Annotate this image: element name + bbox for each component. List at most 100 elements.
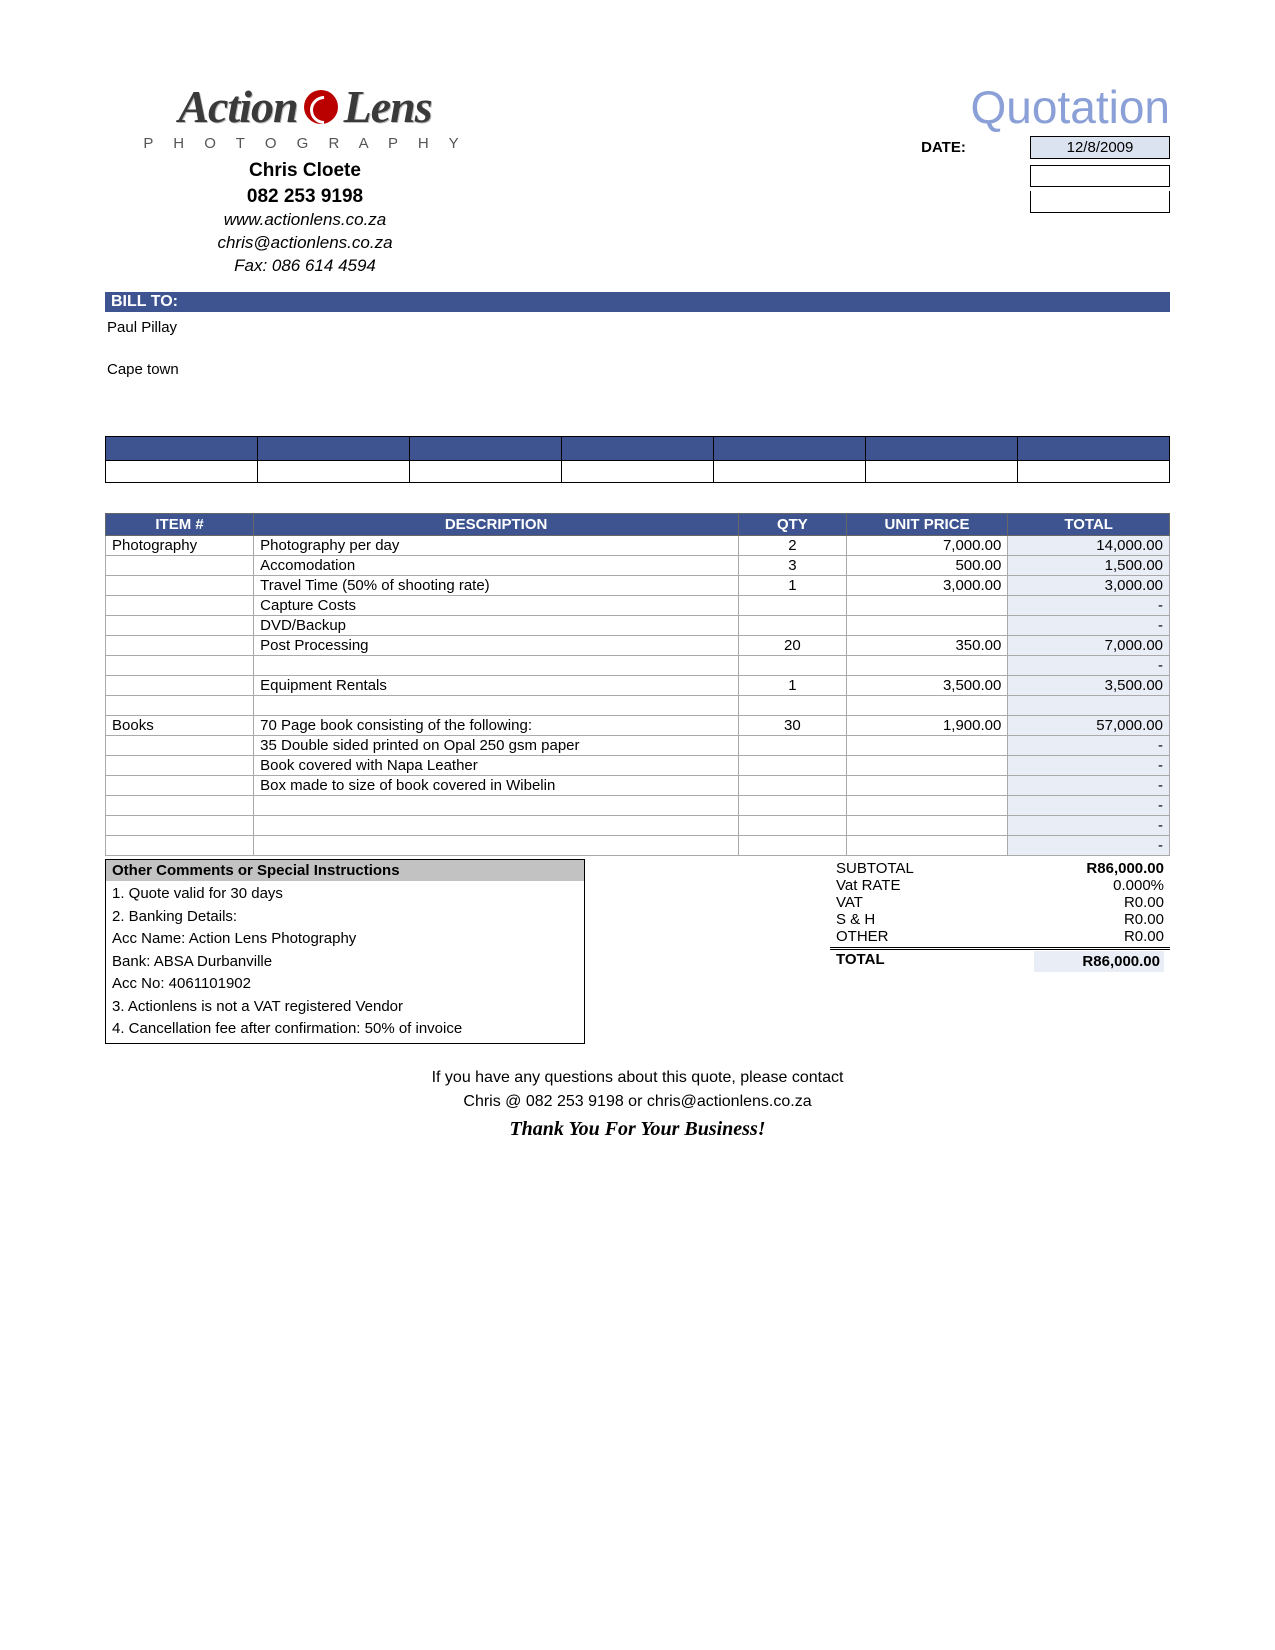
cell bbox=[254, 816, 739, 836]
cell bbox=[739, 616, 847, 636]
cell bbox=[739, 656, 847, 676]
cell bbox=[106, 756, 254, 776]
billto-header: BILL TO: bbox=[105, 292, 1170, 312]
footer-line-1: If you have any questions about this quo… bbox=[105, 1066, 1170, 1090]
billto-name: Paul Pillay bbox=[107, 316, 1168, 340]
cell bbox=[739, 816, 847, 836]
cell: Capture Costs bbox=[254, 596, 739, 616]
comment-line: Bank: ABSA Durbanville bbox=[112, 951, 578, 974]
table-row: - bbox=[106, 836, 1170, 856]
footer-thanks: Thank You For Your Business! bbox=[105, 1114, 1170, 1144]
sh-label: S & H bbox=[836, 911, 875, 928]
table-row: Post Processing20350.007,000.00 bbox=[106, 636, 1170, 656]
footer-line-2: Chris @ 082 253 9198 or chris@actionlens… bbox=[105, 1090, 1170, 1114]
contact-phone: 082 253 9198 bbox=[105, 184, 505, 210]
cell bbox=[739, 756, 847, 776]
cell: Books bbox=[106, 716, 254, 736]
table-row: - bbox=[106, 656, 1170, 676]
cell: - bbox=[1008, 796, 1170, 816]
cell: 20 bbox=[739, 636, 847, 656]
cell bbox=[106, 656, 254, 676]
cell bbox=[846, 816, 1008, 836]
table-row: - bbox=[106, 816, 1170, 836]
cell bbox=[106, 576, 254, 596]
cell: - bbox=[1008, 756, 1170, 776]
cell bbox=[106, 776, 254, 796]
comment-line: Acc Name: Action Lens Photography bbox=[112, 928, 578, 951]
cell bbox=[846, 736, 1008, 756]
total-value: R86,000.00 bbox=[1034, 951, 1164, 972]
cell: 1 bbox=[739, 676, 847, 696]
cell: 57,000.00 bbox=[1008, 716, 1170, 736]
col-header-unit: UNIT PRICE bbox=[846, 514, 1008, 536]
logo-word-action: Action bbox=[178, 80, 297, 133]
table-row: Accomodation3500.001,500.00 bbox=[106, 556, 1170, 576]
table-row: PhotographyPhotography per day27,000.001… bbox=[106, 536, 1170, 556]
col-header-qty: QTY bbox=[739, 514, 847, 536]
summary-vat: VAT R0.00 bbox=[830, 894, 1170, 911]
cell bbox=[254, 656, 739, 676]
cell: Post Processing bbox=[254, 636, 739, 656]
cell: - bbox=[1008, 816, 1170, 836]
cell bbox=[106, 816, 254, 836]
vatrate-label: Vat RATE bbox=[836, 877, 900, 894]
date-label: DATE: bbox=[921, 139, 966, 156]
items-table: ITEM # DESCRIPTION QTY UNIT PRICE TOTAL … bbox=[105, 513, 1170, 856]
summary-vatrate: Vat RATE 0.000% bbox=[830, 877, 1170, 894]
cell bbox=[846, 796, 1008, 816]
cell: - bbox=[1008, 776, 1170, 796]
cell bbox=[739, 796, 847, 816]
subtotal-value: R86,000.00 bbox=[1034, 860, 1164, 877]
document-title: Quotation bbox=[921, 80, 1170, 134]
table-row: Equipment Rentals13,500.003,500.00 bbox=[106, 676, 1170, 696]
cell: 7,000.00 bbox=[1008, 636, 1170, 656]
cell bbox=[846, 656, 1008, 676]
summary-other: OTHER R0.00 bbox=[830, 928, 1170, 950]
cell bbox=[739, 596, 847, 616]
col-header-desc: DESCRIPTION bbox=[254, 514, 739, 536]
cell: 350.00 bbox=[846, 636, 1008, 656]
contact-block: Chris Cloete 082 253 9198 www.actionlens… bbox=[105, 158, 505, 278]
cell: Photography per day bbox=[254, 536, 739, 556]
cell: Box made to size of book covered in Wibe… bbox=[254, 776, 739, 796]
contact-email: chris@actionlens.co.za bbox=[105, 232, 505, 255]
logo-block: Action Lens P H O T O G R A P H Y Chris … bbox=[105, 80, 505, 278]
col-header-item: ITEM # bbox=[106, 514, 254, 536]
table-row: Book covered with Napa Leather - bbox=[106, 756, 1170, 776]
cell: 3,500.00 bbox=[846, 676, 1008, 696]
contact-fax: Fax: 086 614 4594 bbox=[105, 255, 505, 278]
comments-body: 1. Quote valid for 30 days2. Banking Det… bbox=[106, 881, 584, 1043]
date-value: 12/8/2009 bbox=[1030, 136, 1170, 159]
header: Action Lens P H O T O G R A P H Y Chris … bbox=[105, 80, 1170, 278]
table-row: Capture Costs- bbox=[106, 596, 1170, 616]
table-row: Travel Time (50% of shooting rate)13,000… bbox=[106, 576, 1170, 596]
vat-label: VAT bbox=[836, 894, 863, 911]
logo-word-lens: Lens bbox=[344, 80, 432, 133]
cell bbox=[1008, 696, 1170, 716]
cell: Equipment Rentals bbox=[254, 676, 739, 696]
sh-value: R0.00 bbox=[1034, 911, 1164, 928]
other-value: R0.00 bbox=[1034, 928, 1164, 945]
cell: 1,500.00 bbox=[1008, 556, 1170, 576]
cell bbox=[106, 796, 254, 816]
cell: 3 bbox=[739, 556, 847, 576]
cell: - bbox=[1008, 836, 1170, 856]
empty-box-2 bbox=[1030, 191, 1170, 213]
cell: Book covered with Napa Leather bbox=[254, 756, 739, 776]
comment-line: 2. Banking Details: bbox=[112, 906, 578, 929]
comment-line: 1. Quote valid for 30 days bbox=[112, 883, 578, 906]
cell bbox=[254, 796, 739, 816]
comments-box: Other Comments or Special Instructions 1… bbox=[105, 859, 585, 1044]
cell bbox=[106, 616, 254, 636]
cell: - bbox=[1008, 616, 1170, 636]
contact-web: www.actionlens.co.za bbox=[105, 209, 505, 232]
cell bbox=[846, 696, 1008, 716]
quotation-document: Action Lens P H O T O G R A P H Y Chris … bbox=[0, 0, 1275, 1650]
summary-block: SUBTOTAL R86,000.00 Vat RATE 0.000% VAT … bbox=[830, 859, 1170, 972]
comment-line: Acc No: 4061101902 bbox=[112, 973, 578, 996]
cell: 1,900.00 bbox=[846, 716, 1008, 736]
cell: Photography bbox=[106, 536, 254, 556]
cell bbox=[106, 696, 254, 716]
footer: If you have any questions about this quo… bbox=[105, 1044, 1170, 1144]
table-row bbox=[106, 696, 1170, 716]
